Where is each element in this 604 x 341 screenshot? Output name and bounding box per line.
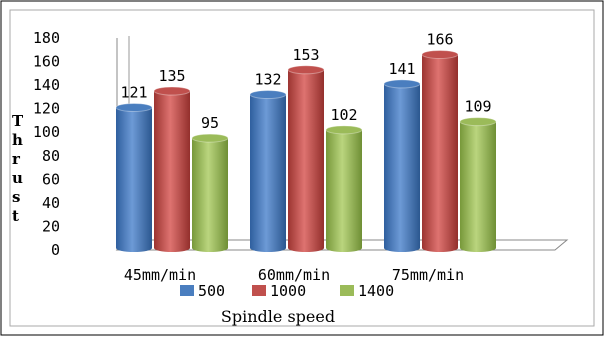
y-tick-label: 40 xyxy=(42,194,60,212)
y-tick-label: 180 xyxy=(33,29,60,47)
data-label: 141 xyxy=(388,60,415,78)
bar-base xyxy=(460,244,496,252)
data-label: 135 xyxy=(158,67,185,85)
x-category-label: 75mm/min xyxy=(392,266,464,284)
y-tick-label: 0 xyxy=(51,241,60,259)
bar-base xyxy=(116,244,152,252)
bar-base xyxy=(154,244,190,252)
bar-top xyxy=(153,86,191,96)
y-axis-title-letter: h xyxy=(12,131,23,149)
legend-swatch xyxy=(252,285,266,296)
bar xyxy=(384,83,420,248)
bar-base xyxy=(250,244,286,252)
x-axis-title: Spindle speed xyxy=(221,307,335,326)
bar-top xyxy=(325,125,363,135)
data-label: 153 xyxy=(292,46,319,64)
bar-base xyxy=(288,244,324,252)
bar-base xyxy=(422,244,458,252)
bar xyxy=(460,121,496,248)
bar xyxy=(192,138,228,248)
bar-top xyxy=(459,117,497,127)
y-tick-label: 20 xyxy=(42,217,60,235)
bar xyxy=(116,107,152,248)
legend-swatch xyxy=(180,285,194,296)
x-category-label: 45mm/min xyxy=(124,266,196,284)
legend-label: 500 xyxy=(198,282,225,300)
bar-top xyxy=(421,49,459,59)
legend-label: 1400 xyxy=(358,282,394,300)
y-axis-title-letter: t xyxy=(12,207,19,225)
bar xyxy=(250,94,286,249)
y-tick-label: 140 xyxy=(33,76,60,94)
bar-base xyxy=(192,244,228,252)
y-axis-title-letter: r xyxy=(12,150,21,168)
inner-border xyxy=(9,9,595,327)
y-axis-title-letter: u xyxy=(12,169,23,187)
data-label: 132 xyxy=(254,71,281,89)
data-label: 102 xyxy=(330,106,357,124)
data-label: 166 xyxy=(426,30,453,48)
bar-base xyxy=(384,244,420,252)
data-label: 121 xyxy=(120,83,147,101)
data-label: 109 xyxy=(464,98,491,116)
legend-swatch xyxy=(340,285,354,296)
y-axis-title-letter: T xyxy=(12,112,24,130)
bar-top xyxy=(191,133,229,143)
y-tick-label: 160 xyxy=(33,53,60,71)
bar-top xyxy=(383,79,421,89)
data-label: 95 xyxy=(201,114,219,132)
y-axis-title-letter: s xyxy=(12,188,20,206)
y-tick-label: 120 xyxy=(33,100,60,118)
y-tick-label: 60 xyxy=(42,170,60,188)
bar-top xyxy=(249,90,287,100)
y-tick-label: 100 xyxy=(33,123,60,141)
x-category-label: 60mm/min xyxy=(258,266,330,284)
plot-area xyxy=(115,36,569,252)
bar xyxy=(154,91,190,248)
bar-top xyxy=(115,102,153,112)
bar xyxy=(288,69,324,248)
bar xyxy=(326,129,362,248)
y-tick-label: 80 xyxy=(42,147,60,165)
bar-top xyxy=(287,65,325,75)
bar xyxy=(422,54,458,248)
bar-base xyxy=(326,244,362,252)
legend-label: 1000 xyxy=(270,282,306,300)
